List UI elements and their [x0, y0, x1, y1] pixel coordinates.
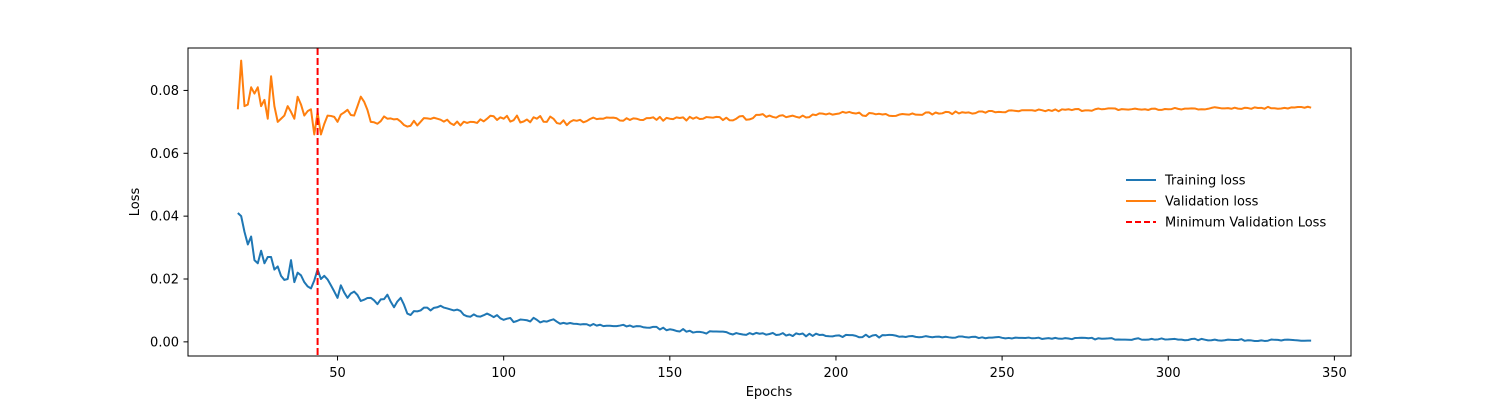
- y-tick-label: 0.06: [150, 147, 179, 162]
- legend-label: Validation loss: [1165, 195, 1259, 210]
- y-axis-label: Loss: [128, 188, 143, 217]
- x-tick-label: 100: [491, 366, 516, 381]
- training-loss-series-line: [237, 212, 1312, 343]
- plot-frame: [187, 47, 1352, 357]
- y-tick-label: 0.00: [150, 335, 179, 350]
- x-axis: 50 100 150 200 250 300 350: [329, 356, 1347, 381]
- legend-label: Minimum Validation Loss: [1165, 216, 1326, 231]
- validation-loss-series-line: [236, 59, 1312, 136]
- series-layer: [236, 48, 1312, 356]
- y-tick-label: 0.02: [150, 273, 179, 288]
- x-tick-label: 50: [329, 366, 346, 381]
- x-tick-label: 150: [657, 366, 682, 381]
- y-tick-label: 0.04: [150, 210, 179, 225]
- legend-label: Training loss: [1164, 174, 1246, 189]
- x-axis-label: Epochs: [746, 385, 793, 400]
- x-tick-label: 300: [1156, 366, 1181, 381]
- y-tick-label: 0.08: [150, 84, 179, 99]
- x-tick-label: 200: [824, 366, 849, 381]
- y-axis: 0.00 0.02 0.04 0.06 0.08: [150, 84, 188, 350]
- legend: Training loss Validation loss Minimum Vali…: [1126, 174, 1326, 231]
- plot-background: [188, 48, 1351, 356]
- x-tick-label: 350: [1322, 366, 1347, 381]
- x-tick-label: 250: [990, 366, 1015, 381]
